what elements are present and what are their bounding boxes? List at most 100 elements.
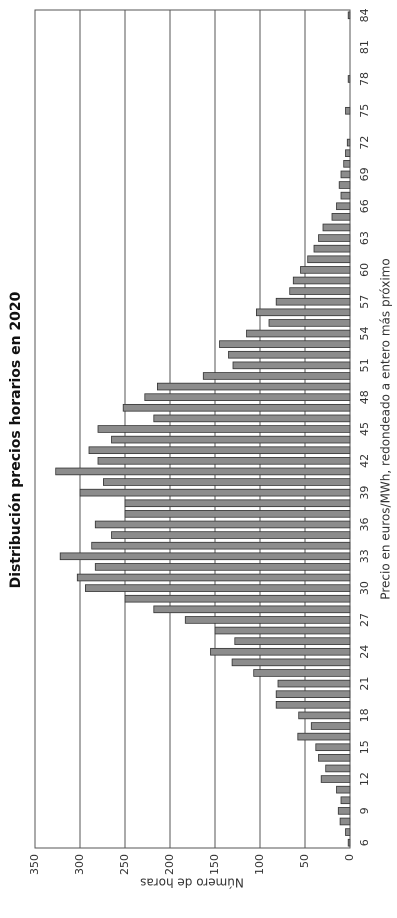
bar xyxy=(144,393,351,401)
bar xyxy=(346,138,351,147)
bar xyxy=(234,637,351,645)
x-tick-label: 6 xyxy=(358,839,371,846)
bar xyxy=(228,350,351,359)
x-tick-label: 51 xyxy=(358,358,371,372)
bar xyxy=(340,796,351,805)
bar xyxy=(124,594,351,603)
bar xyxy=(347,838,351,847)
bar xyxy=(122,403,351,412)
bar xyxy=(318,234,351,242)
x-tick-label: 63 xyxy=(358,231,371,245)
bar xyxy=(55,467,351,476)
bar xyxy=(124,499,351,508)
x-axis-title: Precio en euros/MWh, redondeado a entero… xyxy=(379,258,393,599)
bar xyxy=(336,202,351,211)
bar xyxy=(219,340,351,348)
bar xyxy=(85,584,351,592)
x-tick-label: 69 xyxy=(358,167,371,181)
bar xyxy=(103,478,351,486)
bar xyxy=(97,425,351,433)
bar xyxy=(246,329,351,338)
x-tick-label: 81 xyxy=(358,40,371,54)
bar xyxy=(232,361,351,370)
bar xyxy=(153,605,351,614)
bar xyxy=(345,106,351,115)
x-tick-label: 72 xyxy=(358,136,371,150)
x-tick-label: 36 xyxy=(358,517,371,531)
bar xyxy=(79,488,351,497)
bar xyxy=(292,276,351,285)
x-tick-label: 33 xyxy=(358,549,371,563)
y-tick-label: 350 xyxy=(28,854,41,875)
x-tick-label: 54 xyxy=(358,327,371,341)
bar xyxy=(59,552,351,561)
x-tick-label: 48 xyxy=(358,390,371,404)
y-tick-label: 100 xyxy=(253,854,266,875)
x-tick-label: 57 xyxy=(358,295,371,309)
bar xyxy=(331,213,351,221)
x-tick-label: 30 xyxy=(358,581,371,595)
y-tick-label: 0 xyxy=(343,854,356,861)
bar xyxy=(320,775,351,783)
y-tick-label: 50 xyxy=(298,854,311,868)
x-tick-label: 18 xyxy=(358,708,371,722)
bar xyxy=(300,266,351,274)
bar xyxy=(298,711,351,720)
bar xyxy=(315,743,351,752)
bar xyxy=(307,255,351,264)
bar xyxy=(124,510,351,518)
bar xyxy=(268,319,351,327)
x-tick-label: 9 xyxy=(358,807,371,814)
bar xyxy=(275,297,351,306)
bar xyxy=(347,75,351,83)
bar xyxy=(277,679,351,688)
bar xyxy=(94,520,351,529)
bar xyxy=(313,244,351,253)
bar xyxy=(111,435,351,444)
bar xyxy=(345,149,351,157)
bar xyxy=(343,160,351,168)
y-tick-label: 150 xyxy=(208,854,221,875)
bar xyxy=(339,817,351,826)
x-tick-label: 27 xyxy=(358,613,371,627)
bar xyxy=(340,191,351,200)
x-tick-label: 42 xyxy=(358,454,371,468)
bar xyxy=(94,563,351,571)
bar xyxy=(91,541,351,550)
bar xyxy=(111,531,351,539)
bar xyxy=(345,828,351,836)
bar xyxy=(337,807,351,815)
x-tick-label: 12 xyxy=(358,772,371,786)
x-tick-label: 78 xyxy=(358,72,371,86)
bar xyxy=(322,223,351,232)
y-axis-title: Número de horas xyxy=(140,876,244,890)
bar xyxy=(184,616,351,624)
x-tick-label: 60 xyxy=(358,263,371,277)
x-tick-label: 15 xyxy=(358,740,371,754)
bar xyxy=(202,372,351,380)
bar xyxy=(340,170,351,179)
bar xyxy=(253,669,351,677)
chart-frame: Distribución precios horarios en 2020 Pr… xyxy=(8,8,393,889)
y-tick-label: 200 xyxy=(163,854,176,875)
bar xyxy=(318,754,351,762)
y-tick-label: 250 xyxy=(118,854,131,875)
x-tick-label: 84 xyxy=(358,8,371,22)
x-tick-label: 24 xyxy=(358,645,371,659)
x-tick-label: 39 xyxy=(358,486,371,500)
bar xyxy=(336,785,351,794)
bar xyxy=(88,446,351,455)
bar xyxy=(210,647,351,656)
bar xyxy=(297,732,351,741)
x-tick-label: 45 xyxy=(358,422,371,436)
bar xyxy=(156,382,351,391)
chart-title: Distribución precios horarios en 2020 xyxy=(8,291,24,588)
bar xyxy=(289,287,351,295)
bar xyxy=(338,181,351,189)
bar xyxy=(275,690,351,698)
bar xyxy=(255,308,351,317)
x-tick-label: 21 xyxy=(358,677,371,691)
bar xyxy=(275,701,351,709)
bar xyxy=(76,573,351,582)
